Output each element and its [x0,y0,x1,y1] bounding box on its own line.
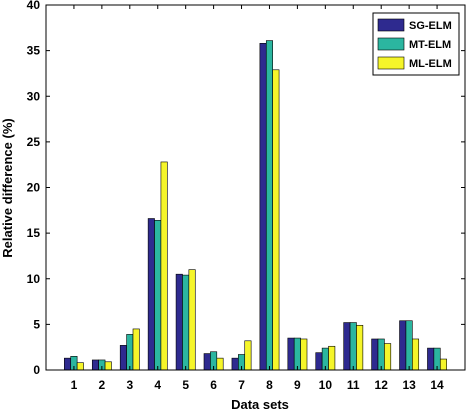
x-tick-label: 8 [266,378,273,392]
bar-ml-elm-set-12 [384,343,392,371]
legend: SG-ELM MT-ELM ML-ELM [372,12,460,76]
legend-label-sg-elm: SG-ELM [409,20,452,32]
bar-mt-elm-set-4 [154,220,162,371]
x-tick-label: 1 [71,378,78,392]
bar-mt-elm-set-13 [405,320,413,371]
bar-sg-elm-set-7 [231,357,239,371]
bar-mt-elm-set-9 [293,337,301,371]
legend-swatch-ml-elm [377,56,405,70]
x-tick-label: 5 [182,378,189,392]
bar-sg-elm-set-8 [259,43,267,371]
bar-ml-elm-set-7 [244,340,252,371]
bar-ml-elm-set-11 [356,324,364,371]
x-tick-label: 13 [402,378,416,392]
bar-ml-elm-set-14 [439,358,447,371]
x-tick-label: 4 [154,378,161,392]
bar-ml-elm-set-5 [188,269,196,371]
bar-sg-elm-set-11 [343,322,351,371]
bar-ml-elm-set-4 [160,161,168,371]
x-tick-label: 7 [238,378,245,392]
bar-ml-elm-set-6 [216,357,224,371]
bar-mt-elm-set-8 [265,40,273,371]
x-tick-label: 3 [126,378,133,392]
x-tick-label: 14 [430,378,444,392]
x-tick-label: 9 [294,378,301,392]
bar-ml-elm-set-3 [132,328,140,371]
bar-sg-elm-set-2 [91,359,99,371]
bar-mt-elm-set-5 [182,274,190,371]
bar-sg-elm-set-4 [147,218,155,371]
bar-ml-elm-set-2 [104,361,112,371]
bar-mt-elm-set-11 [349,322,357,371]
bar-sg-elm-set-14 [427,347,435,371]
bar-sg-elm-set-5 [175,273,183,371]
x-tick-label: 6 [210,378,217,392]
bar-ml-elm-set-1 [76,362,84,371]
bar-mt-elm-set-12 [377,338,385,371]
y-tick-label: 40 [27,0,41,12]
bars-layer [64,40,447,371]
bar-sg-elm-set-3 [119,345,127,371]
y-tick-label: 0 [33,363,40,377]
y-axis-title: Relative difference (%) [0,118,15,257]
x-tick-label: 12 [375,378,389,392]
legend-label-ml-elm: ML-ELM [409,58,452,70]
y-tick-label: 20 [27,181,41,195]
y-tick-label: 25 [27,135,41,149]
y-tick-label: 35 [27,44,41,58]
bar-mt-elm-set-3 [126,334,134,371]
bar-ml-elm-set-10 [328,345,336,371]
legend-swatch-mt-elm [377,37,405,51]
x-tick-label: 10 [319,378,333,392]
legend-label-mt-elm: MT-ELM [409,39,451,51]
bar-ml-elm-set-9 [300,338,308,371]
y-tick-label: 5 [33,317,40,331]
bar-ml-elm-set-8 [272,69,280,371]
bar-sg-elm-set-13 [399,320,407,371]
bar-sg-elm-set-10 [315,352,323,371]
bar-sg-elm-set-9 [287,337,295,371]
legend-swatch-sg-elm [377,18,405,32]
x-tick-label: 2 [99,378,106,392]
y-tick-label: 15 [27,226,41,240]
y-tick-label: 10 [27,272,41,286]
x-axis-title: Data sets [231,397,289,412]
bar-sg-elm-set-6 [203,353,211,371]
bar-ml-elm-set-13 [412,338,420,371]
x-tick-label: 11 [347,378,360,392]
bar-sg-elm-set-1 [64,357,72,371]
bar-sg-elm-set-12 [371,338,379,371]
y-tick-label: 30 [27,89,41,103]
